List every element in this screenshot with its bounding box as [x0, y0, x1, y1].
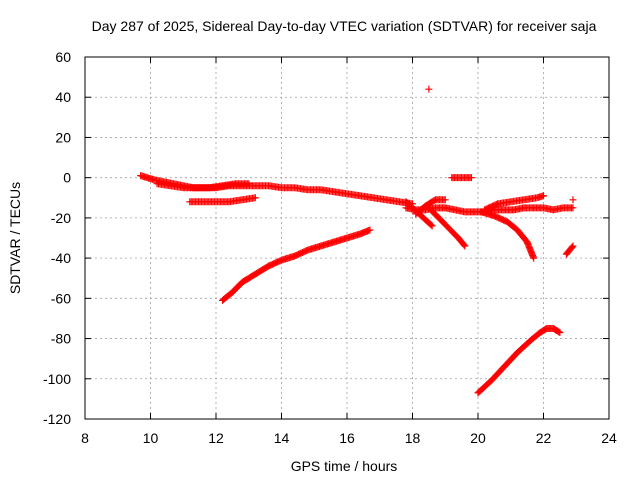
data-point — [460, 241, 468, 249]
data-point — [530, 254, 538, 262]
data-point — [568, 243, 576, 251]
data-point — [467, 174, 475, 182]
y-tick-label: -120 — [43, 411, 71, 427]
series-track-b — [153, 180, 253, 192]
x-axis-label: GPS time / hours — [291, 458, 398, 474]
x-tick-label: 10 — [143, 430, 159, 446]
series-track-h — [412, 196, 449, 218]
y-tick-label: -60 — [51, 290, 71, 306]
data-point — [441, 196, 449, 204]
data-point — [428, 222, 436, 230]
series-track-j — [481, 192, 547, 214]
y-tick-label: 20 — [55, 129, 71, 145]
data-point — [569, 196, 577, 204]
x-tick-label: 20 — [470, 430, 486, 446]
y-tick-label: 60 — [55, 49, 71, 65]
y-tick-label: -40 — [51, 250, 71, 266]
series-track-k — [477, 208, 538, 262]
series-track-g — [425, 204, 469, 250]
series-track-d — [219, 226, 374, 304]
data-point — [569, 204, 577, 212]
data-point — [251, 194, 259, 202]
data-point — [540, 192, 547, 200]
data-point — [556, 329, 564, 337]
x-tick-label: 12 — [208, 430, 224, 446]
data-point — [461, 242, 469, 250]
data-point — [245, 180, 253, 188]
series-track-c — [186, 194, 259, 206]
x-tick-label: 14 — [274, 430, 290, 446]
y-tick-label: 40 — [55, 89, 71, 105]
data-point — [427, 221, 435, 229]
series-outliers — [425, 85, 577, 204]
x-tick-label: 24 — [601, 430, 617, 446]
y-tick-label: 0 — [63, 170, 71, 186]
series-track-l — [474, 325, 564, 397]
data-point — [366, 226, 374, 234]
y-tick-label: -80 — [51, 331, 71, 347]
grid-lines — [85, 57, 609, 419]
x-tick-label: 8 — [81, 430, 89, 446]
data-marks — [137, 85, 577, 397]
axis-ticks: 8 10 12 14 16 18 20 22 24 -120 -100 -80 -60 -40 -20 0 20… — [43, 49, 617, 446]
data-point — [555, 328, 563, 336]
y-tick-label: -20 — [51, 210, 71, 226]
series-track-m — [562, 242, 577, 258]
x-tick-label: 22 — [536, 430, 552, 446]
series-track-i — [448, 174, 475, 182]
x-tick-label: 18 — [405, 430, 421, 446]
data-point — [569, 242, 577, 250]
chart-title: Day 287 of 2025, Sidereal Day-to-day VTE… — [92, 18, 597, 34]
x-tick-label: 16 — [339, 430, 355, 446]
y-axis-label: SDTVAR / TECUs — [7, 182, 23, 294]
data-point — [425, 85, 433, 93]
y-tick-label: -100 — [43, 371, 71, 387]
